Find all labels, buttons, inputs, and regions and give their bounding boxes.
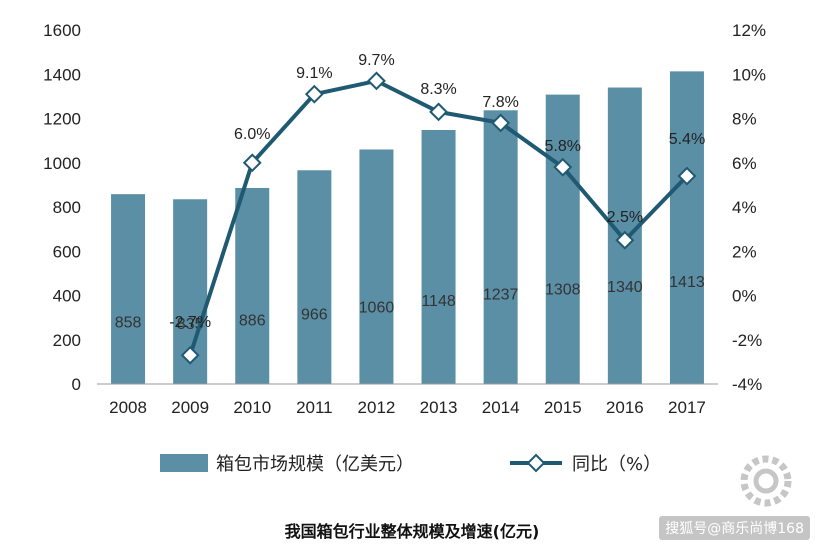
right-axis-tick: 10% — [732, 65, 766, 84]
left-axis-tick: 600 — [53, 242, 81, 261]
line-value-label: 2.5% — [607, 209, 643, 226]
legend-line-label: 同比（%） — [572, 454, 661, 475]
line-marker — [367, 71, 386, 91]
x-axis-tick: 2012 — [358, 398, 396, 417]
left-axis-tick: 1200 — [43, 110, 81, 129]
x-axis-tick: 2016 — [606, 398, 644, 417]
line-value-label: 5.8% — [545, 138, 581, 155]
x-axis-tick: 2011 — [296, 398, 333, 417]
bar-value-label: 1340 — [607, 279, 643, 296]
right-axis-tick: 2% — [732, 242, 757, 261]
right-axis-tick: -2% — [732, 331, 762, 350]
legend-bar-label: 箱包市场规模（亿美元） — [216, 454, 414, 475]
legend: 箱包市场规模（亿美元） 同比（%） — [160, 453, 661, 475]
line-marker — [242, 153, 262, 173]
right-axis-tick: 12% — [732, 21, 766, 40]
left-axis-tick: 1600 — [43, 21, 81, 40]
right-axis: -4% -2% 0% 2% 4% 6% 8% 10% 12% — [732, 21, 766, 394]
line-marker — [615, 230, 635, 250]
line-value-label: 9.7% — [358, 52, 394, 69]
left-axis-tick: 1000 — [43, 154, 81, 173]
line-series: -2.7% 6.0% 9.1% 9.7% 8.3% 7.8% 5.8% 2.5% 5.4% — [169, 52, 705, 365]
bar — [359, 149, 394, 384]
x-axis-tick: 2009 — [171, 398, 209, 417]
right-axis-tick: 8% — [732, 110, 757, 129]
bar-value-label: 858 — [115, 314, 142, 331]
line-marker — [429, 102, 448, 122]
right-axis-tick: 0% — [732, 287, 757, 306]
chart-title: 我国箱包行业整体规模及增速(亿元) — [284, 522, 540, 541]
left-axis-tick: 1400 — [43, 65, 81, 84]
watermark-text: 搜狐号@商乐尚博168 — [659, 516, 810, 540]
line-marker — [304, 84, 324, 104]
legend-bar-swatch — [160, 454, 208, 472]
line-value-label: 6.0% — [234, 126, 270, 143]
x-axis-tick: 2014 — [482, 398, 520, 417]
x-axis-tick: 2008 — [109, 398, 147, 417]
gear-logo-icon — [740, 455, 792, 507]
left-axis-tick: 0 — [72, 375, 81, 394]
right-axis-tick: 4% — [732, 198, 757, 217]
bar-value-label: 1237 — [483, 287, 519, 304]
line-marker — [180, 345, 200, 365]
line-value-label: 8.3% — [420, 81, 456, 98]
line-value-label: -2.7% — [169, 314, 211, 331]
bar — [111, 194, 146, 384]
bar-value-label: 1413 — [669, 274, 705, 291]
left-axis-tick: 800 — [53, 198, 81, 217]
right-axis-tick: -4% — [732, 375, 762, 394]
left-axis-tick: 400 — [53, 287, 81, 306]
bar-series: 858 835 886 966 1060 1148 1237 1308 1340 1413 — [111, 71, 705, 385]
right-axis-tick: 6% — [732, 154, 757, 173]
left-axis-tick: 200 — [53, 331, 81, 350]
left-axis: 0 200 400 600 800 1000 1200 1400 1600 — [43, 21, 81, 394]
bar — [421, 130, 456, 384]
bar-value-label: 966 — [301, 306, 328, 323]
line-marker — [491, 113, 511, 133]
bar — [235, 187, 270, 384]
legend-line-marker — [526, 453, 546, 473]
line-value-label: 9.1% — [296, 65, 332, 82]
chart-canvas: 858 835 886 966 1060 1148 1237 1308 1340 1413 -2.… — [43, 21, 766, 475]
bar — [545, 94, 580, 384]
x-axis-tick: 2010 — [233, 398, 271, 417]
bar — [297, 170, 332, 384]
x-axis-tick: 2013 — [420, 398, 458, 417]
bar-value-label: 1060 — [359, 300, 395, 317]
bar-value-label: 1148 — [421, 293, 456, 310]
line-marker — [677, 166, 697, 186]
bar — [483, 110, 518, 384]
bar — [669, 71, 704, 384]
x-axis-tick: 2017 — [668, 398, 706, 417]
line-value-label: 7.8% — [482, 94, 518, 111]
bar-value-label: 1308 — [545, 281, 581, 298]
x-axis-tick: 2015 — [544, 398, 582, 417]
line-value-label: 5.4% — [669, 131, 705, 148]
bar-value-label: 886 — [239, 312, 266, 329]
x-axis: 2008 2009 2010 2011 2012 2013 2014 2015 2016 2017 — [97, 383, 718, 417]
line-marker — [553, 157, 573, 177]
